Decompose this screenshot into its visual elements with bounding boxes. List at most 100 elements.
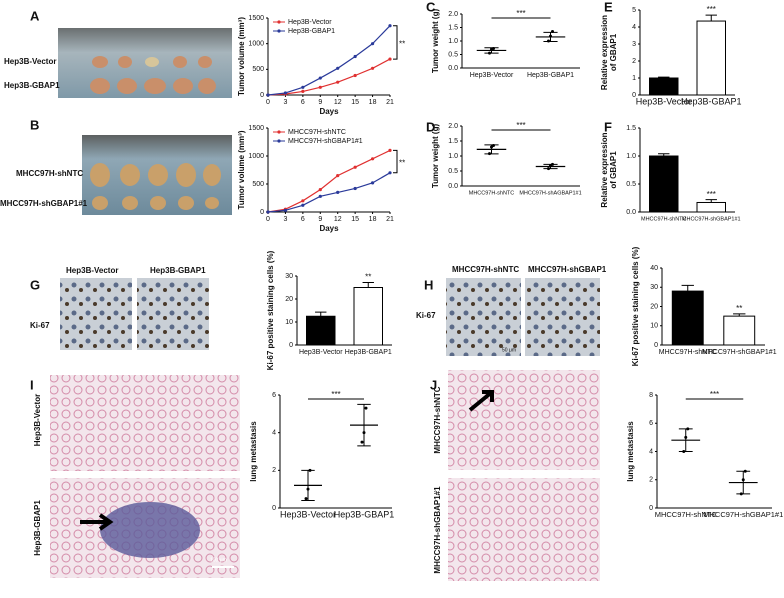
annotation: *** (331, 390, 340, 399)
photo-label: MHCC97H-shGBAP1#1 (433, 486, 442, 574)
point (741, 478, 745, 482)
annotation: *** (516, 121, 525, 130)
line (267, 149, 391, 213)
marker (353, 73, 357, 78)
photo-label: MHCC97H-shNTC (433, 386, 442, 453)
y-tick-label: 2.0 (448, 11, 458, 18)
x-tick-label: 18 (369, 216, 377, 223)
bar (671, 290, 704, 346)
y-tick-label: 1.5 (626, 125, 636, 132)
x-tick-label: 21 (386, 216, 394, 223)
point (488, 51, 491, 55)
y-tick-label: 1.5 (448, 24, 458, 31)
y-tick-label: 0.5 (448, 168, 458, 175)
bar (353, 287, 383, 346)
panel-letter: A (30, 8, 40, 23)
y-tick-label: 0.5 (448, 51, 458, 58)
y-axis-label: Ki-67 positive staining cells (%) (631, 246, 640, 366)
metastasis (100, 502, 200, 558)
y-tick-label: 0 (289, 342, 293, 349)
annotation: *** (707, 190, 716, 199)
marker (353, 186, 357, 191)
photo-label: Ki-67 (416, 311, 436, 320)
x-tick-label: 12 (334, 99, 342, 106)
y-tick-label: 10 (650, 323, 658, 330)
error-bar (301, 469, 315, 501)
photo-label: Hep3B-GBAP1 (150, 266, 206, 275)
x-tick-label: 3 (283, 99, 287, 106)
photo-label: Hep3B-GBAP1 (33, 500, 42, 556)
lung-photo (50, 375, 240, 471)
y-tick-label: 0.0 (626, 209, 636, 216)
line (267, 172, 391, 213)
error-bar (315, 311, 327, 317)
error-bar (705, 14, 717, 22)
point (551, 162, 554, 166)
marker (388, 57, 392, 61)
marker (370, 157, 375, 161)
x-tick-label: MHCC97H-shNTC (655, 510, 718, 519)
bar (649, 155, 679, 213)
y-tick-label: 1.0 (448, 38, 458, 45)
point (682, 450, 686, 453)
panel-letter: J (430, 377, 437, 392)
error-bar (357, 403, 371, 447)
marker (336, 66, 340, 70)
marker (370, 42, 375, 46)
y-axis-label: Relative expression (600, 132, 609, 207)
x-tick-label: 0 (266, 216, 270, 223)
legend-marker (277, 29, 281, 33)
error-bar (733, 313, 746, 317)
lung-photo (448, 370, 600, 470)
panel-letter: H (424, 277, 433, 292)
marker (388, 24, 392, 28)
y-tick-label: 30 (285, 273, 293, 280)
x-tick-label: 15 (351, 99, 359, 106)
marker (318, 188, 322, 192)
y-tick-label: 4 (632, 24, 636, 31)
legend-marker (277, 139, 281, 143)
point (743, 469, 747, 473)
x-tick-label: MHCC97H-shAGBAP1#1 (519, 190, 581, 196)
y-tick-label: 0 (272, 505, 276, 512)
annotation: ** (365, 273, 371, 282)
x-tick-label: MHCC97H-shNTC (659, 349, 717, 356)
legend-label: Hep3B-Vector (288, 19, 332, 26)
bar (723, 315, 756, 346)
point (364, 406, 368, 410)
point (739, 492, 743, 496)
annotation: ** (399, 39, 405, 48)
error-bar (362, 281, 374, 288)
bar (696, 20, 726, 96)
x-tick-label: MHCC97H-shGBAP1#1 (703, 510, 783, 519)
y-tick-label: 6 (272, 392, 276, 399)
photo-label: Hep3B-GBAP1 (4, 81, 60, 90)
x-tick-label: Hep3B-GBAP1 (527, 72, 574, 79)
ki67-photo (525, 278, 600, 356)
error-bar (678, 428, 693, 452)
point (547, 39, 550, 43)
y-axis-label: of GBAP1 (609, 33, 618, 71)
legend-label: MHCC97H-shGBAP1#1 (288, 138, 363, 145)
marker (336, 80, 340, 84)
photo-label: MHCC97H-shNTC (452, 265, 519, 274)
x-tick-label: 12 (334, 216, 342, 223)
panel-letter: F (604, 119, 612, 134)
x-tick-label: Hep3B-Vector (280, 509, 336, 519)
y-tick-label: 1000 (248, 41, 264, 48)
y-tick-label: 0 (649, 505, 653, 512)
x-tick-label: MHCC97H-shNTC (469, 190, 515, 196)
x-axis-label: Days (319, 107, 339, 116)
y-tick-label: 4 (272, 430, 276, 437)
x-tick-label: Hep3B-GBAP1 (334, 509, 395, 519)
annotation: ** (736, 304, 742, 313)
x-tick-label: MHCC97H-shGBAP1#1 (682, 216, 741, 222)
ki67-photo (137, 278, 209, 350)
y-tick-label: 8 (649, 392, 653, 399)
x-tick-label: Hep3B-Vector (299, 349, 343, 356)
point (304, 497, 308, 501)
legend-marker (277, 20, 281, 24)
x-tick-label: MHCC97H-shGBAP1#1 (702, 349, 777, 356)
photo-label: MHCC97H-shGBAP1 (528, 265, 607, 274)
marker (318, 194, 322, 198)
